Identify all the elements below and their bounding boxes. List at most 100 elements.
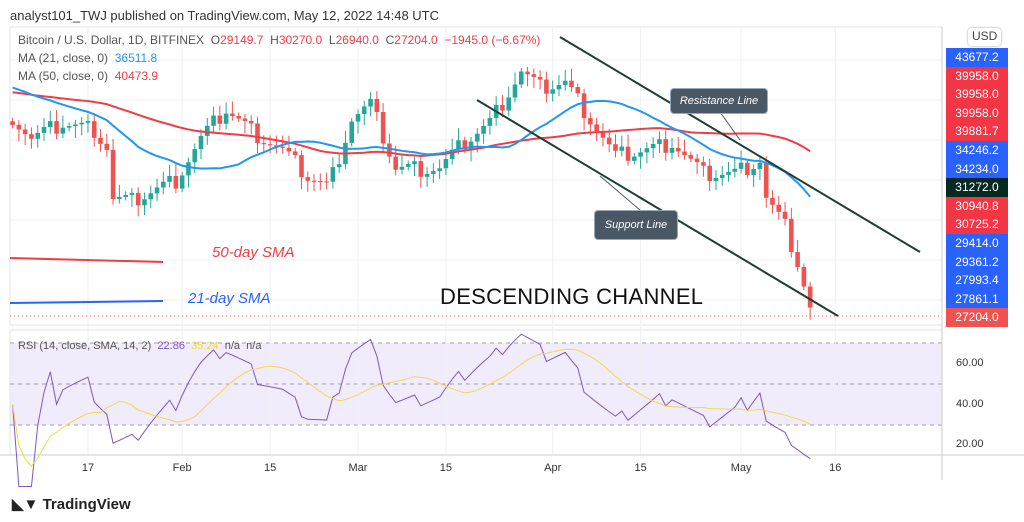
candle-body (694, 158, 700, 163)
low-label: L (328, 33, 336, 47)
candle-body (431, 171, 436, 174)
candle-body (575, 87, 581, 94)
ma50-legend[interactable]: MA (50, close, 0) 40473.9 (18, 69, 158, 83)
callout-pointer (719, 111, 741, 141)
candle-body (675, 148, 681, 152)
candle-body (701, 162, 706, 166)
candle-body (22, 129, 28, 135)
candle-body (707, 165, 712, 182)
price-label: 39958.0 (946, 103, 1008, 123)
candle-body (682, 151, 687, 156)
candle-body (161, 181, 166, 188)
candle-body (117, 196, 122, 199)
candle-body (456, 140, 461, 150)
candle-body (29, 134, 34, 139)
candle-body (60, 127, 66, 134)
candle-body (129, 192, 135, 195)
candle-body (330, 167, 336, 182)
time-tick: Mar (348, 462, 368, 474)
candle-body (544, 79, 549, 94)
candle-body (336, 164, 342, 168)
rsi-line (12, 333, 811, 487)
candle-body (16, 124, 22, 130)
candle-body (581, 93, 587, 119)
candle-body (506, 97, 512, 111)
candle-body (782, 211, 788, 219)
callout-pointer (599, 175, 641, 211)
tradingview-logo[interactable]: ◣▼ TradingView (12, 495, 131, 513)
candle-body (525, 71, 530, 75)
candle-body (669, 148, 675, 153)
candle-body (230, 113, 235, 117)
candle-body (179, 175, 185, 189)
candle-body (242, 118, 248, 121)
candle-body (349, 121, 355, 143)
high-value: 30270.0 (278, 33, 323, 47)
candle-body (41, 127, 47, 133)
open-value: 29149.7 (220, 33, 264, 47)
candle-body (236, 116, 241, 119)
rsi-na-1: n/a (224, 340, 241, 352)
high-label: H (270, 33, 279, 47)
candle-body (142, 199, 147, 206)
candle-body (437, 168, 442, 172)
candle-body (148, 193, 154, 200)
ma50-label: MA (50, close, 0) (18, 69, 109, 83)
candle-body (537, 76, 543, 80)
candle-body (556, 85, 562, 90)
candle-body (98, 137, 103, 144)
candle-body (54, 121, 59, 134)
candle-body (613, 144, 618, 151)
candle-body (757, 162, 763, 169)
price-label: 34246.2 (946, 141, 1008, 160)
rsi-label: RSI (14, close, SMA, 14, 2) (18, 340, 152, 352)
candle-body (518, 71, 524, 85)
candle-body (745, 162, 750, 176)
candle-body (588, 118, 593, 125)
price-label: 39881.7 (946, 122, 1008, 141)
rsi-tick: 20.00 (956, 438, 984, 450)
time-tick: 15 (263, 462, 277, 474)
candle-body (625, 146, 631, 161)
candle-body (789, 218, 794, 253)
candle-body (368, 98, 373, 107)
price-label: 30725.2 (946, 215, 1008, 234)
candle-body (763, 162, 769, 198)
price-label: 27204.0 (946, 308, 1008, 327)
rsi-legend[interactable]: RSI (14, close, SMA, 14, 2) 22.86 35.24 … (18, 340, 261, 352)
candle-body (405, 164, 411, 167)
candle-body (154, 187, 160, 194)
candle-body (267, 144, 273, 146)
candle-body (795, 252, 800, 267)
candle-body (751, 168, 756, 176)
change-value: −1945.0 (−6.67%) (444, 33, 541, 47)
candle-body (594, 124, 599, 132)
candle-body (192, 149, 198, 163)
ma21-legend[interactable]: MA (21, close, 0) 36511.8 (18, 51, 157, 65)
candle-body (217, 115, 223, 124)
candle-body (801, 266, 807, 287)
candle-body (424, 173, 430, 177)
candle-body (443, 158, 449, 169)
candle-body (531, 74, 537, 77)
price-label: 43677.2 (946, 48, 1008, 67)
candle-body (475, 133, 480, 142)
candle-body (261, 143, 267, 145)
candle-body (91, 121, 97, 138)
price-label: 29414.0 (946, 234, 1008, 253)
logo-text: TradingView (42, 496, 131, 513)
candle-body (387, 143, 392, 157)
candle-body (619, 146, 625, 151)
candle-body (311, 180, 317, 182)
sma21-legend-line (9, 300, 164, 304)
resistance-line-callout[interactable]: Resistance Line (670, 88, 768, 114)
support-line-callout[interactable]: Support Line (594, 210, 678, 240)
candle-body (393, 156, 398, 170)
candle-body (255, 123, 260, 144)
currency-badge[interactable]: USD (968, 28, 1002, 46)
candle-body (418, 161, 424, 177)
price-label: 27993.4 (946, 271, 1008, 290)
candle-body (550, 89, 555, 94)
price-label: 39958.0 (946, 66, 1008, 86)
